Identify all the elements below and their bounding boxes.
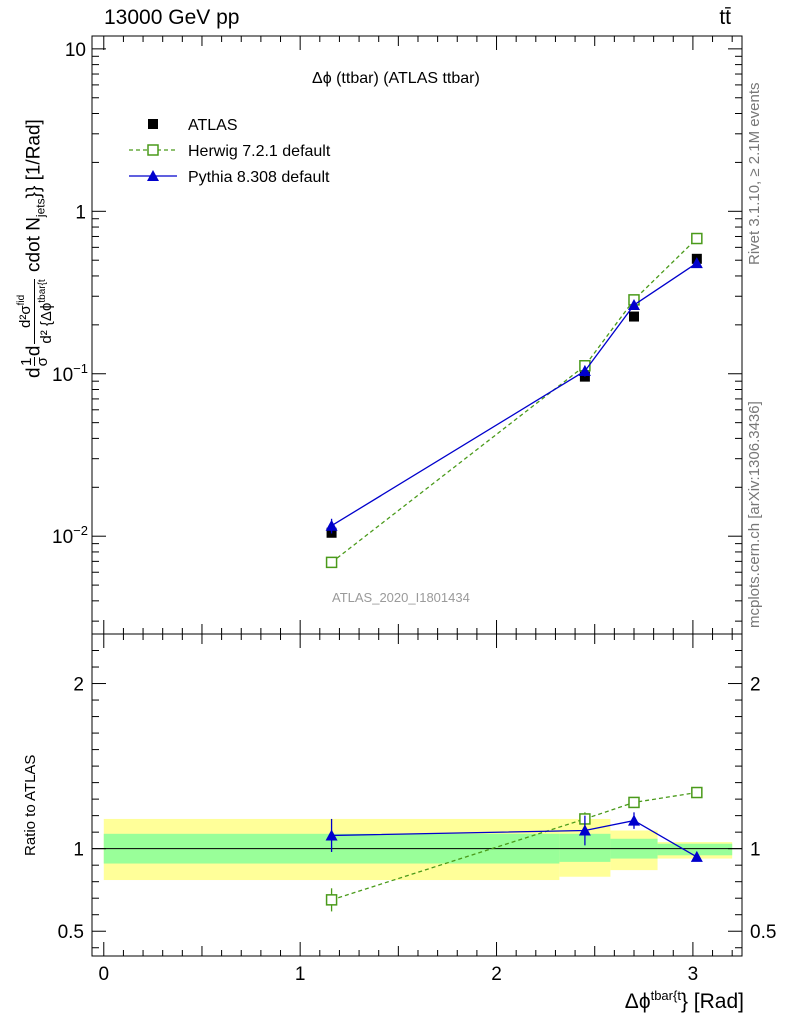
main-y-tick-label: 1 bbox=[75, 202, 86, 223]
main-herwig-line bbox=[331, 238, 698, 563]
header-process: tt̄ bbox=[719, 6, 731, 29]
mcplots-reference-label: mcplots.cern.ch [arXiv:1306.3436] bbox=[746, 401, 763, 628]
ratio-y-axis-label: Ratio to ATLAS bbox=[22, 754, 39, 856]
analysis-watermark: ATLAS_2020_I1801434 bbox=[332, 590, 470, 605]
legend-marker-0 bbox=[148, 119, 158, 129]
ratio-y-tick-label-left: 0.5 bbox=[58, 922, 84, 943]
x-tick-label: 0 bbox=[98, 964, 109, 985]
legend-label-2: Pythia 8.308 default bbox=[188, 169, 330, 186]
ratio-pythia-point bbox=[690, 850, 703, 862]
ratio-herwig-point bbox=[691, 786, 703, 799]
legend-marker-1 bbox=[147, 144, 159, 156]
main-y-tick-label: 10−2 bbox=[52, 523, 88, 548]
x-axis-label: Δϕtbar{t} [Rad] bbox=[624, 988, 744, 1013]
legend-marker-2 bbox=[147, 170, 159, 181]
ratio-pythia-line bbox=[331, 819, 698, 858]
ratio-herwig-point bbox=[325, 894, 338, 906]
ratio-y-tick-label-left: 2 bbox=[73, 675, 84, 696]
main-pythia-point bbox=[325, 519, 338, 531]
rivet-version-label: Rivet 3.1.10, ≥ 2.1M events bbox=[746, 82, 763, 266]
ratio-plot-frame bbox=[91, 633, 743, 957]
ratio-y-tick-label-right: 0.5 bbox=[750, 922, 776, 943]
main-pythia-point bbox=[690, 257, 703, 269]
ratio-herwig-point bbox=[628, 796, 640, 809]
x-tick-label: 3 bbox=[688, 964, 699, 985]
ratio-y-tick-label-right: 2 bbox=[750, 675, 761, 696]
main-y-tick-label: 10−1 bbox=[52, 361, 88, 386]
main-pythia-point bbox=[578, 364, 591, 376]
legend-label-1: Herwig 7.2.1 default bbox=[188, 143, 331, 160]
main-y-tick-label: 10 bbox=[65, 40, 86, 61]
ratio-y-tick-label-right: 1 bbox=[750, 840, 761, 861]
x-tick-label: 1 bbox=[295, 964, 306, 985]
ratio-pythia-point bbox=[578, 824, 591, 836]
ratio-pythia-point bbox=[325, 829, 338, 841]
main-atlas-point bbox=[628, 311, 639, 322]
main-pythia-point bbox=[627, 298, 640, 310]
header-energy: 13000 GeV pp bbox=[104, 6, 240, 29]
main-herwig-point bbox=[325, 556, 338, 569]
main-y-axis-label: d 1 σ d d²σfid d² {Δϕtbar{t cdot Njets}} [1/R… bbox=[14, 119, 55, 378]
ratio-y-tick-label-left: 1 bbox=[73, 840, 84, 861]
x-tick-label: 2 bbox=[491, 964, 502, 985]
legend-label-0: ATLAS bbox=[188, 117, 238, 134]
main-pythia-line bbox=[331, 262, 698, 527]
chart-title: Δϕ (ttbar) (ATLAS ttbar) bbox=[312, 70, 480, 87]
ratio-pythia-point bbox=[627, 814, 640, 826]
ratio-band-inner-3 bbox=[657, 843, 733, 856]
main-herwig-point bbox=[691, 232, 703, 245]
